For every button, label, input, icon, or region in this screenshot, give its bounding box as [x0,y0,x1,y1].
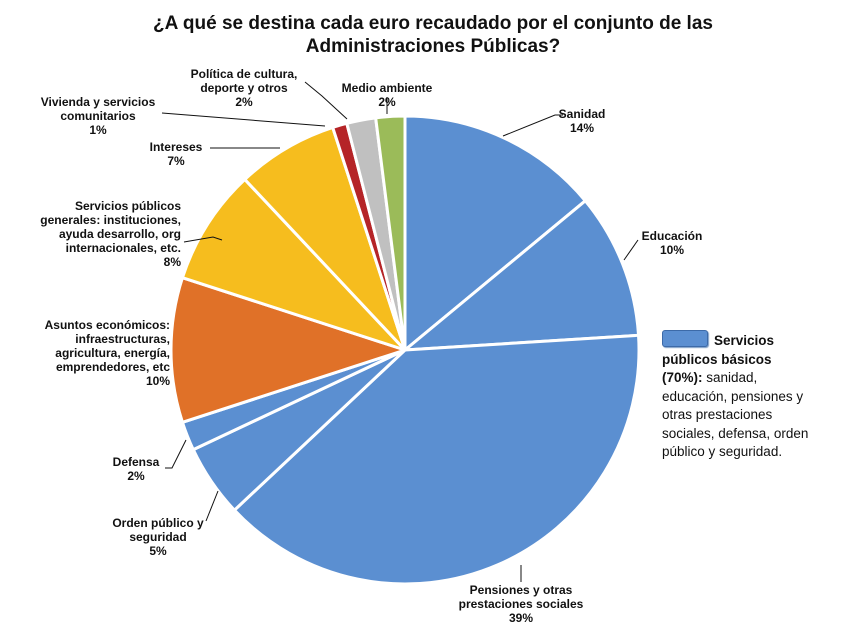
data-label-pensiones: 39% [509,611,533,625]
legend-line-4: educación, pensiones y [662,388,804,404]
slice-label-asuntos-economicos-line-4: emprendedores, etc [56,360,170,374]
data-label-asuntos-economicos: 10% [146,374,170,388]
slice-label-servicios-publicos-generales-line-4: internacionales, etc. [66,241,181,255]
legend-line-1: Servicios [714,333,775,348]
slice-label-medio-ambiente-line-1: Medio ambiente [342,81,433,95]
legend-line-2: públicos básicos [662,351,772,367]
data-label-defensa: 2% [127,469,145,483]
data-label-orden-publico: 5% [149,544,167,558]
pie-slice-asuntos-economicos [169,276,407,424]
leader-line-vivienda [161,112,326,127]
pie-slice-sanidad [403,114,587,352]
legend-line-6: sociales, defensa, orden [662,425,809,441]
slice-label-asuntos-economicos-line-3: agricultura, energía, [55,346,170,360]
pie-slice-educacion [403,199,641,352]
data-label-educacion: 10% [660,243,684,257]
slice-label-asuntos-economicos-line-1: Asuntos económicos: [45,318,170,332]
slice-label-asuntos-economicos-line-2: infraestructuras, [75,332,170,346]
chart-title-line-1: ¿A qué se destina cada euro recaudado po… [153,13,713,34]
leader-line-sanidad [502,114,563,137]
slice-label-servicios-publicos-generales-line-1: Servicios públicos [75,199,181,213]
slice-label-pensiones-line-2: prestaciones sociales [459,597,584,611]
pie-slice-medio-ambiente [374,114,407,352]
leader-line-defensa [165,439,187,469]
slice-label-vivienda-line-1: Vivienda y servicios [41,95,156,109]
slice-label-defensa-line-1: Defensa [113,455,160,469]
slice-label-cultura-line-2: deporte y otros [200,81,288,95]
data-label-medio-ambiente: 2% [378,95,396,109]
data-label-sanidad: 14% [570,121,594,135]
slice-label-educacion-line-1: Educación [642,229,703,243]
leader-line-educacion [623,239,639,261]
pie-slices [169,114,641,586]
slice-label-orden-publico-line-1: Orden público y [112,516,204,530]
data-label-intereses: 7% [167,154,185,168]
slice-label-orden-publico-line-2: seguridad [129,530,186,544]
label-leader-lines [161,81,639,582]
slice-label-vivienda-line-2: comunitarios [60,109,136,123]
legend-line-3-rest: sanidad, [702,370,758,385]
data-label-cultura: 2% [235,95,253,109]
legend-line-3-bold: (70%): [662,370,703,385]
legend: Servicios públicos básicos (70%): sanida… [662,330,842,462]
data-label-servicios-publicos-generales: 8% [164,255,182,269]
pie-slice-servicios-publicos-generales [180,177,407,352]
pie-slice-intereses [243,125,407,352]
data-label-vivienda: 1% [89,123,107,137]
pie-slice-pensiones [232,333,641,586]
slice-label-servicios-publicos-generales-line-2: generales: instituciones, [40,213,181,227]
slice-label-intereses-line-1: Intereses [150,140,203,154]
leader-line-orden-publico [205,490,219,522]
leader-line-cultura [304,81,348,120]
chart-title-line-2: Administraciones Públicas? [306,36,560,57]
slice-label-pensiones-line-1: Pensiones y otras [470,583,573,597]
slice-label-sanidad-line-1: Sanidad [559,107,606,121]
legend-line-5: otras prestaciones [662,407,773,422]
legend-swatch [662,330,708,347]
slice-label-cultura-line-1: Política de cultura, [191,67,298,81]
slice-label-servicios-publicos-generales-line-3: ayuda desarrollo, org [59,227,181,241]
legend-line-7: público y seguridad. [662,444,783,459]
leader-line-servicios-publicos-generales [183,236,223,243]
